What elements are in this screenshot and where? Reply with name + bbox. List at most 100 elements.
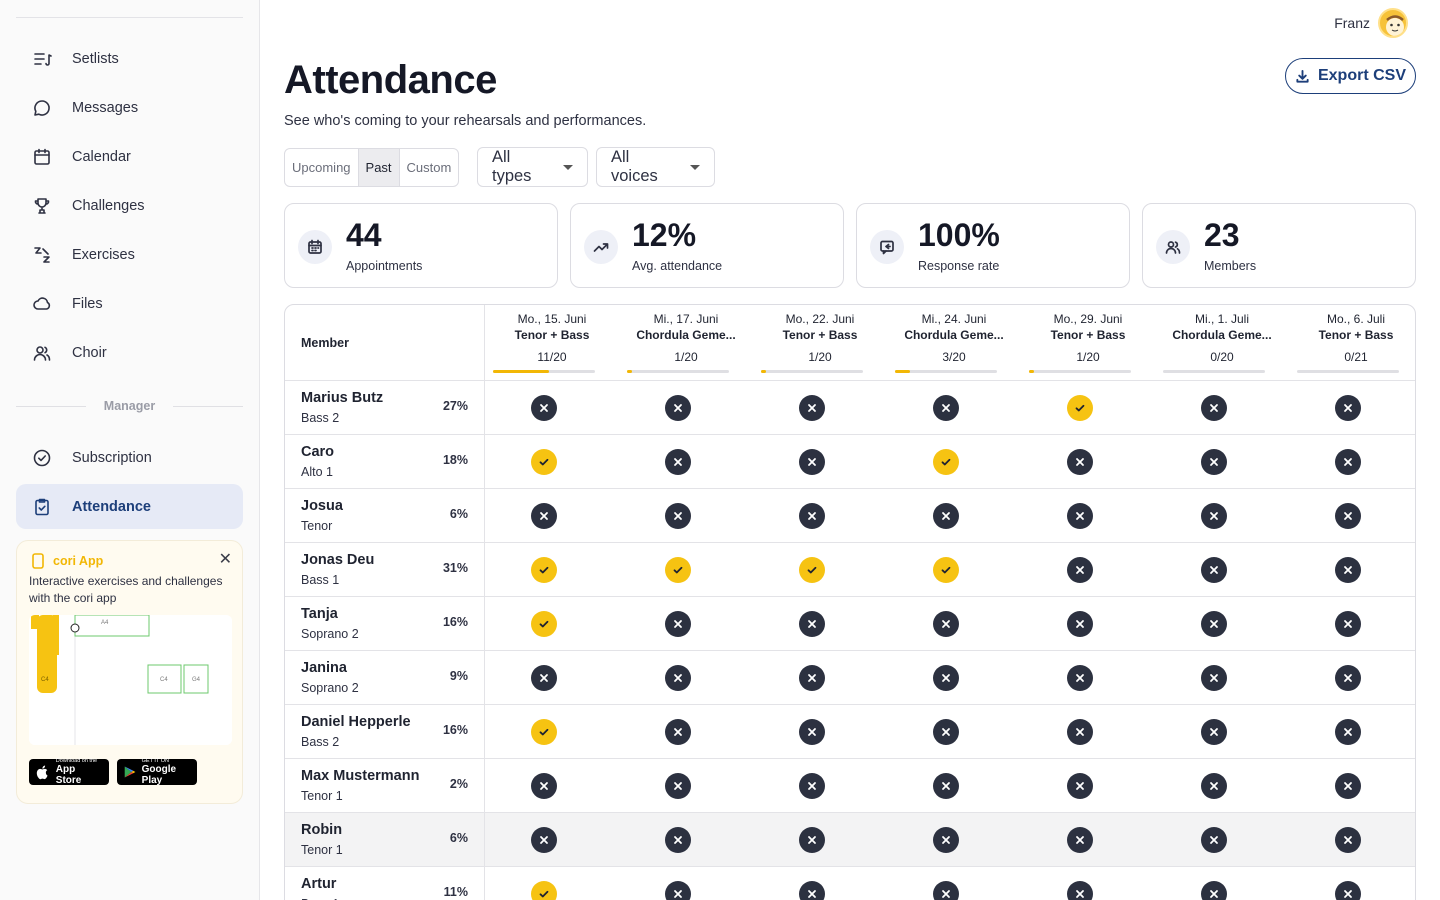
absent-x-icon[interactable]: [1201, 773, 1227, 799]
attended-check-icon[interactable]: [1067, 395, 1093, 421]
absent-x-icon[interactable]: [799, 773, 825, 799]
absent-x-icon[interactable]: [1201, 449, 1227, 475]
absent-x-icon[interactable]: [799, 719, 825, 745]
absent-x-icon[interactable]: [531, 395, 557, 421]
absent-x-icon[interactable]: [933, 503, 959, 529]
app-store-button[interactable]: Download on the App Store: [29, 758, 109, 786]
absent-x-icon[interactable]: [1335, 395, 1361, 421]
absent-x-icon[interactable]: [799, 503, 825, 529]
absent-x-icon[interactable]: [1067, 881, 1093, 900]
event-date: Mi., 1. Juli: [1194, 312, 1249, 326]
absent-x-icon[interactable]: [1335, 557, 1361, 583]
export-csv-button[interactable]: Export CSV: [1285, 58, 1416, 94]
absent-x-icon[interactable]: [1335, 665, 1361, 691]
sidebar-item-messages[interactable]: Messages: [16, 85, 243, 130]
event-column-header[interactable]: Mo., 29. Juni Tenor + Bass 1/20: [1021, 305, 1155, 381]
absent-x-icon[interactable]: [799, 395, 825, 421]
absent-x-icon[interactable]: [933, 773, 959, 799]
sidebar-item-setlists[interactable]: Setlists: [16, 36, 243, 81]
attended-check-icon[interactable]: [933, 449, 959, 475]
event-column-header[interactable]: Mi., 1. Juli Chordula Geme... 0/20: [1155, 305, 1289, 381]
absent-x-icon[interactable]: [1067, 773, 1093, 799]
segment-upcoming[interactable]: Upcoming: [285, 149, 359, 186]
absent-x-icon[interactable]: [1201, 827, 1227, 853]
attended-check-icon[interactable]: [531, 449, 557, 475]
attendance-bar-fill: [761, 370, 767, 373]
absent-x-icon[interactable]: [1335, 719, 1361, 745]
absent-x-icon[interactable]: [531, 665, 557, 691]
segment-past[interactable]: Past: [358, 149, 400, 186]
sidebar-item-subscription[interactable]: Subscription: [16, 435, 243, 480]
absent-x-icon[interactable]: [933, 665, 959, 691]
absent-x-icon[interactable]: [665, 719, 691, 745]
absent-x-icon[interactable]: [531, 773, 557, 799]
absent-x-icon[interactable]: [1201, 503, 1227, 529]
event-column-header[interactable]: Mo., 6. Juli Tenor + Bass 0/21: [1289, 305, 1415, 381]
member-name: Marius Butz: [301, 390, 384, 406]
absent-x-icon[interactable]: [1067, 557, 1093, 583]
absent-x-icon[interactable]: [1201, 611, 1227, 637]
absent-x-icon[interactable]: [799, 665, 825, 691]
absent-x-icon[interactable]: [1201, 557, 1227, 583]
voice-select[interactable]: All voices: [596, 147, 715, 187]
event-column-header[interactable]: Mo., 15. Juni Tenor + Bass 11/20: [485, 305, 619, 381]
absent-x-icon[interactable]: [1335, 503, 1361, 529]
attended-check-icon[interactable]: [665, 557, 691, 583]
absent-x-icon[interactable]: [1067, 719, 1093, 745]
type-select[interactable]: All types: [477, 147, 588, 187]
absent-x-icon[interactable]: [1335, 449, 1361, 475]
attended-check-icon[interactable]: [933, 557, 959, 583]
absent-x-icon[interactable]: [1067, 827, 1093, 853]
event-column-header[interactable]: Mo., 22. Juni Tenor + Bass 1/20: [753, 305, 887, 381]
sidebar-item-exercises[interactable]: Exercises: [16, 232, 243, 277]
attended-check-icon[interactable]: [531, 611, 557, 637]
attended-check-icon[interactable]: [531, 719, 557, 745]
absent-x-icon[interactable]: [1335, 881, 1361, 900]
absent-x-icon[interactable]: [1201, 665, 1227, 691]
absent-x-icon[interactable]: [665, 503, 691, 529]
absent-x-icon[interactable]: [1335, 611, 1361, 637]
absent-x-icon[interactable]: [1067, 503, 1093, 529]
absent-x-icon[interactable]: [799, 881, 825, 900]
absent-x-icon[interactable]: [665, 881, 691, 900]
attended-check-icon[interactable]: [531, 557, 557, 583]
absent-x-icon[interactable]: [665, 665, 691, 691]
absent-x-icon[interactable]: [1335, 827, 1361, 853]
absent-x-icon[interactable]: [1201, 395, 1227, 421]
attended-check-icon[interactable]: [531, 881, 557, 900]
absent-x-icon[interactable]: [531, 503, 557, 529]
segment-custom[interactable]: Custom: [406, 160, 452, 175]
absent-x-icon[interactable]: [531, 827, 557, 853]
absent-x-icon[interactable]: [665, 449, 691, 475]
absent-x-icon[interactable]: [1201, 719, 1227, 745]
absent-x-icon[interactable]: [933, 881, 959, 900]
sidebar-item-calendar[interactable]: Calendar: [16, 134, 243, 179]
sidebar-item-attendance[interactable]: Attendance: [16, 484, 243, 529]
absent-x-icon[interactable]: [799, 827, 825, 853]
setlist-icon: [32, 49, 52, 69]
absent-x-icon[interactable]: [1335, 773, 1361, 799]
absent-x-icon[interactable]: [933, 395, 959, 421]
absent-x-icon[interactable]: [799, 611, 825, 637]
absent-x-icon[interactable]: [933, 719, 959, 745]
attended-check-icon[interactable]: [799, 557, 825, 583]
absent-x-icon[interactable]: [799, 449, 825, 475]
absent-x-icon[interactable]: [665, 827, 691, 853]
absent-x-icon[interactable]: [665, 773, 691, 799]
sidebar-item-choir[interactable]: Choir: [16, 330, 243, 375]
event-column-header[interactable]: Mi., 17. Juni Chordula Geme... 1/20: [619, 305, 753, 381]
absent-x-icon[interactable]: [933, 611, 959, 637]
absent-x-icon[interactable]: [933, 827, 959, 853]
absent-x-icon[interactable]: [1201, 881, 1227, 900]
close-promo-button[interactable]: ✕: [218, 551, 232, 568]
sidebar-item-challenges[interactable]: Challenges: [16, 183, 243, 228]
absent-x-icon[interactable]: [1067, 449, 1093, 475]
absent-x-icon[interactable]: [665, 395, 691, 421]
sidebar-item-files[interactable]: Files: [16, 281, 243, 326]
user-menu[interactable]: Franz: [1334, 8, 1408, 38]
absent-x-icon[interactable]: [665, 611, 691, 637]
google-play-button[interactable]: GET IT ON Google Play: [117, 758, 197, 786]
absent-x-icon[interactable]: [1067, 665, 1093, 691]
event-column-header[interactable]: Mi., 24. Juni Chordula Geme... 3/20: [887, 305, 1021, 381]
absent-x-icon[interactable]: [1067, 611, 1093, 637]
